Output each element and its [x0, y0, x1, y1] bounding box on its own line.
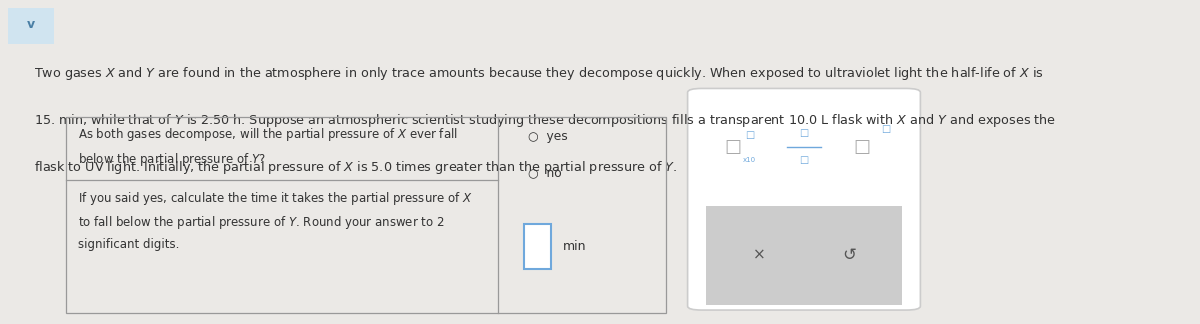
Text: 15. min, while that of $\it{Y}$ is 2.50 h. Suppose an atmospheric scientist stud: 15. min, while that of $\it{Y}$ is 2.50 … [34, 112, 1056, 129]
Text: As both gases decompose, will the partial pressure of $\it{X}$ ever fall
below t: As both gases decompose, will the partia… [78, 126, 458, 168]
Text: v: v [28, 18, 35, 31]
Text: □: □ [853, 138, 870, 156]
FancyBboxPatch shape [688, 88, 920, 310]
Text: □: □ [745, 130, 754, 140]
Text: ×: × [752, 248, 766, 263]
Text: □: □ [882, 124, 890, 134]
Text: Two gases $\it{X}$ and $\it{Y}$ are found in the atmosphere in only trace amount: Two gases $\it{X}$ and $\it{Y}$ are foun… [34, 65, 1043, 82]
Text: □: □ [724, 138, 742, 156]
Text: flask to UV light. Initially, the partial pressure of $\it{X}$ is 5.0 times grea: flask to UV light. Initially, the partia… [34, 159, 677, 176]
FancyBboxPatch shape [8, 8, 54, 44]
Text: □: □ [799, 128, 809, 138]
Text: min: min [563, 240, 587, 253]
FancyBboxPatch shape [706, 206, 902, 305]
Text: □: □ [799, 156, 809, 166]
Text: If you said yes, calculate the time it takes the partial pressure of $\it{X}$
to: If you said yes, calculate the time it t… [78, 190, 473, 251]
Text: ○  yes: ○ yes [528, 130, 568, 143]
Text: x10: x10 [743, 157, 756, 163]
Text: ○  no: ○ no [528, 167, 562, 180]
Text: ↺: ↺ [842, 246, 856, 264]
FancyBboxPatch shape [524, 224, 551, 269]
